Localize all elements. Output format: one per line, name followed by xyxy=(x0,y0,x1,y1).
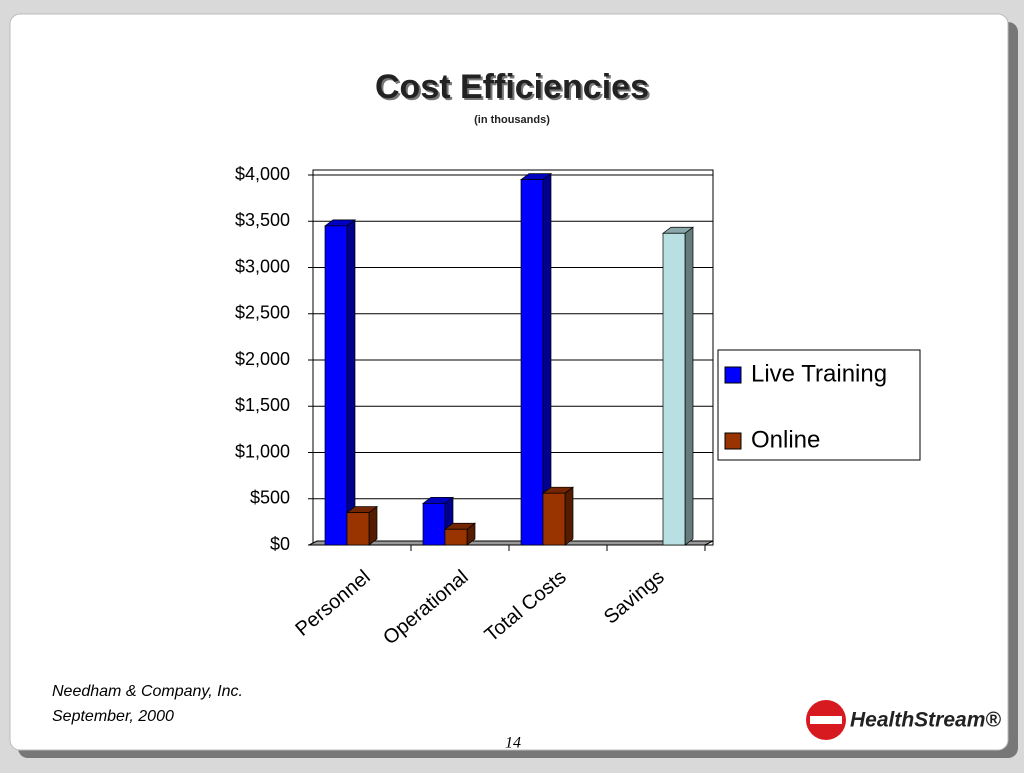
legend-label: Online xyxy=(751,426,820,453)
source-line: Needham & Company, Inc. xyxy=(52,683,243,700)
legend xyxy=(717,349,921,461)
bar xyxy=(324,225,348,546)
y-tick-label: $1,500 xyxy=(235,395,290,415)
y-tick-label: $3,500 xyxy=(235,210,290,230)
legend-swatch xyxy=(724,366,742,384)
legend-label: Live Training xyxy=(751,360,887,387)
logo-icon-bar xyxy=(810,716,842,724)
chart-title: Cost Efficiencies xyxy=(375,68,649,106)
plot-area xyxy=(312,169,714,546)
legend-swatch xyxy=(724,432,742,450)
bar-side xyxy=(564,486,574,546)
logo: HealthStream® xyxy=(806,700,1001,740)
y-tick-label: $2,000 xyxy=(235,349,290,369)
y-tick-label: $3,000 xyxy=(235,256,290,276)
chart-subtitle: (in thousands) xyxy=(474,114,550,126)
y-tick-label: $500 xyxy=(250,488,290,508)
y-tick-label: $0 xyxy=(270,534,290,554)
bar-side xyxy=(684,226,694,546)
y-tick-label: $1,000 xyxy=(235,441,290,461)
bar-side xyxy=(368,505,378,546)
y-tick-label: $4,000 xyxy=(235,164,290,184)
bar xyxy=(422,503,446,546)
bar-side xyxy=(346,219,356,546)
page-number: 14 xyxy=(505,735,521,752)
bar xyxy=(542,492,566,546)
bar xyxy=(520,179,544,546)
floor xyxy=(308,540,714,546)
source-line: September, 2000 xyxy=(52,708,174,725)
logo-text: HealthStream® xyxy=(850,709,1001,732)
bar xyxy=(346,512,370,546)
bar xyxy=(444,528,468,546)
y-tick-label: $2,500 xyxy=(235,303,290,323)
bar xyxy=(662,232,686,546)
title-shadow: Cost Efficiencies xyxy=(377,70,651,108)
